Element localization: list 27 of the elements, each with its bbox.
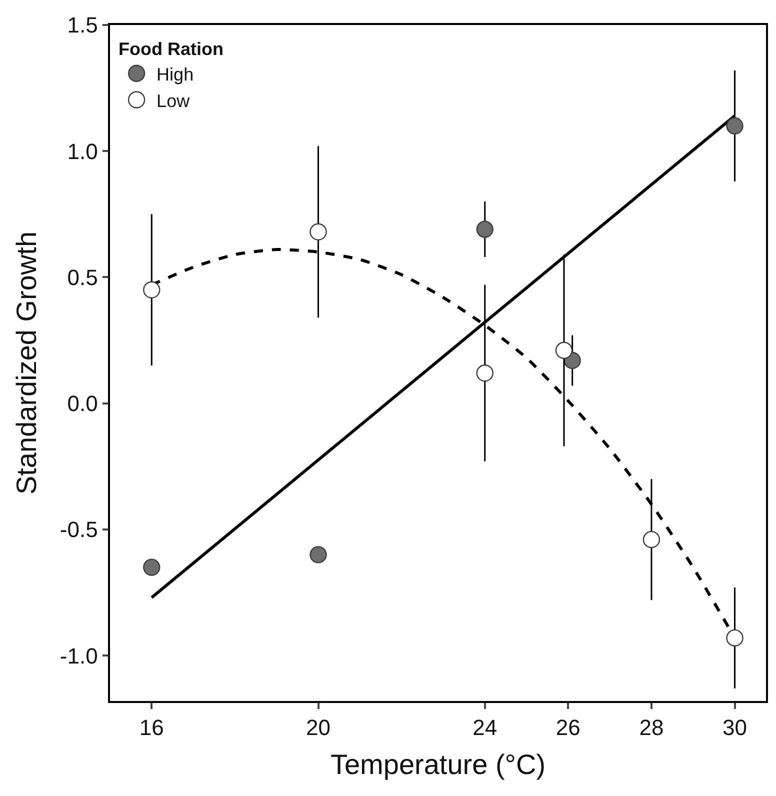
point [476, 220, 494, 238]
x-tick-label: 26 [556, 715, 580, 740]
point [143, 558, 160, 576]
legend-title: Food Ration [118, 39, 224, 60]
point [476, 364, 494, 382]
y-axis-title: Standardized Growth [11, 231, 42, 495]
x-tick-label: 16 [139, 715, 164, 740]
y-tick-label: -0.5 [60, 517, 98, 542]
legend-label: High [156, 64, 194, 84]
x-tick-label: 30 [722, 715, 747, 740]
y-tick-label: 0.5 [67, 264, 98, 290]
point [642, 530, 660, 548]
x-tick-label: 20 [306, 715, 330, 740]
y-tick-label: 1.5 [67, 12, 98, 38]
x-tick-label: 24 [472, 715, 498, 740]
point [726, 117, 744, 134]
legend-label: Low [156, 90, 191, 111]
x-tick-label: 28 [639, 715, 664, 740]
point [555, 342, 573, 359]
x-axis-title: Temperature (°C) [330, 748, 546, 780]
point [310, 546, 327, 564]
point [143, 281, 160, 298]
point [726, 629, 744, 647]
point [310, 223, 327, 240]
y-tick-label: 0.0 [67, 391, 98, 416]
y-tick-label: 1.0 [67, 138, 98, 164]
y-tick-label: -1.0 [60, 643, 98, 668]
